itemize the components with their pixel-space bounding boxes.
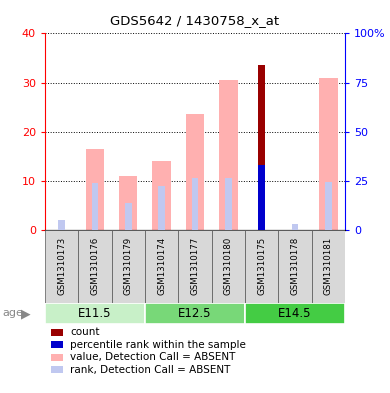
Text: percentile rank within the sample: percentile rank within the sample bbox=[70, 340, 246, 350]
Bar bbox=[119, 176, 137, 230]
Text: GDS5642 / 1430758_x_at: GDS5642 / 1430758_x_at bbox=[110, 14, 280, 27]
Bar bbox=[212, 230, 245, 303]
Bar bbox=[319, 77, 338, 230]
Bar bbox=[312, 230, 345, 303]
Bar bbox=[125, 203, 131, 230]
Text: ▶: ▶ bbox=[21, 307, 31, 320]
Text: E12.5: E12.5 bbox=[178, 307, 212, 320]
Bar bbox=[45, 303, 145, 324]
Bar bbox=[245, 303, 345, 324]
Text: count: count bbox=[70, 327, 100, 337]
Text: GSM1310176: GSM1310176 bbox=[90, 237, 99, 296]
Text: GSM1310175: GSM1310175 bbox=[257, 237, 266, 296]
Bar bbox=[145, 230, 178, 303]
Bar bbox=[145, 303, 245, 324]
Bar bbox=[152, 161, 171, 230]
Text: E11.5: E11.5 bbox=[78, 307, 112, 320]
Text: GSM1310179: GSM1310179 bbox=[124, 237, 133, 295]
Text: GSM1310177: GSM1310177 bbox=[190, 237, 200, 296]
Bar bbox=[258, 65, 265, 230]
Bar bbox=[225, 178, 232, 230]
Bar bbox=[78, 230, 112, 303]
Bar bbox=[158, 185, 165, 230]
Text: GSM1310180: GSM1310180 bbox=[224, 237, 233, 296]
Text: GSM1310181: GSM1310181 bbox=[324, 237, 333, 296]
Bar bbox=[292, 224, 298, 230]
Bar bbox=[278, 230, 312, 303]
Text: value, Detection Call = ABSENT: value, Detection Call = ABSENT bbox=[70, 352, 236, 362]
Bar bbox=[58, 220, 65, 230]
Bar bbox=[45, 230, 78, 303]
Bar bbox=[112, 230, 145, 303]
Text: GSM1310173: GSM1310173 bbox=[57, 237, 66, 296]
Bar bbox=[191, 178, 199, 230]
Bar bbox=[259, 165, 265, 230]
Bar bbox=[86, 149, 104, 230]
Text: GSM1310174: GSM1310174 bbox=[157, 237, 166, 296]
Text: rank, Detection Call = ABSENT: rank, Detection Call = ABSENT bbox=[70, 365, 230, 375]
Bar bbox=[219, 80, 238, 230]
Bar bbox=[92, 183, 98, 230]
Text: E14.5: E14.5 bbox=[278, 307, 312, 320]
Bar bbox=[186, 114, 204, 230]
Bar bbox=[245, 230, 278, 303]
Text: GSM1310178: GSM1310178 bbox=[291, 237, 300, 296]
Bar bbox=[178, 230, 212, 303]
Bar bbox=[325, 182, 332, 230]
Text: age: age bbox=[2, 309, 23, 318]
